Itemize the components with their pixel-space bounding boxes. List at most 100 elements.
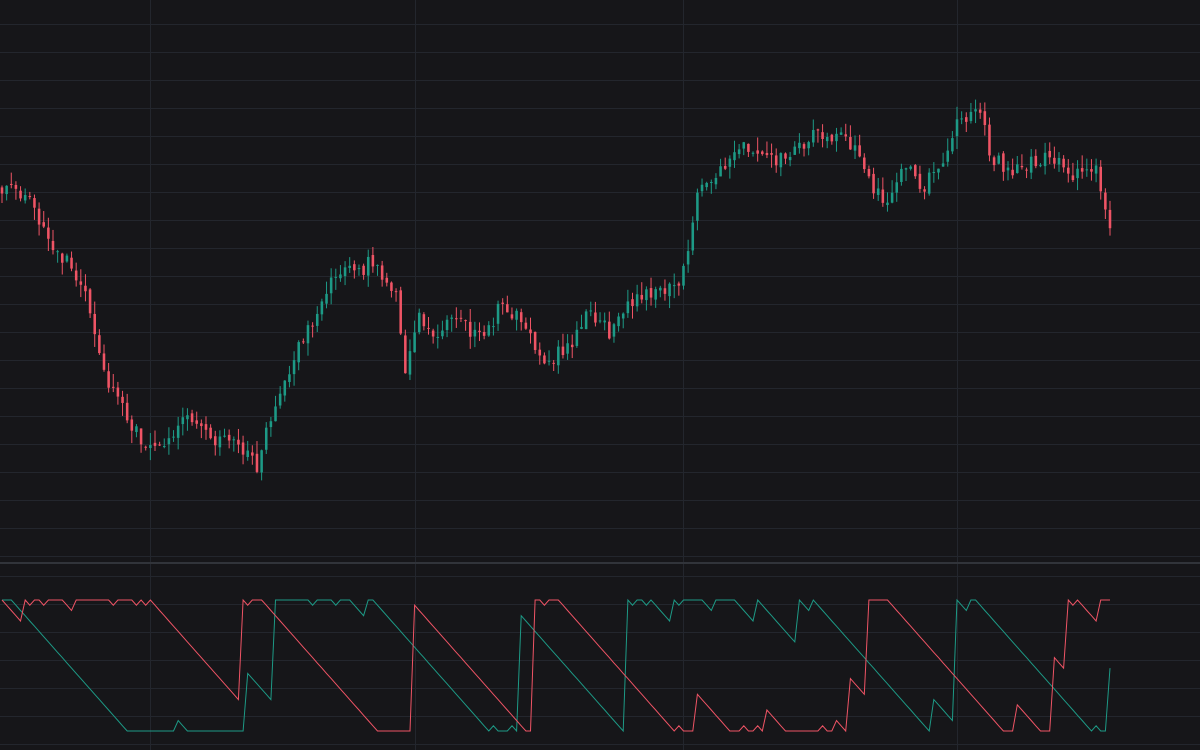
- candle-body: [0, 187, 4, 194]
- candle-body: [960, 118, 963, 120]
- candle-body: [42, 222, 45, 227]
- candle-body: [37, 208, 41, 225]
- candle-body: [297, 342, 300, 363]
- candle-body: [125, 402, 129, 421]
- candle-body: [385, 277, 389, 283]
- candle-body: [172, 436, 175, 438]
- candle-body: [830, 134, 834, 142]
- candle-body: [839, 132, 843, 135]
- candle-body: [1011, 169, 1014, 176]
- candle-body: [413, 332, 416, 353]
- candle-body: [918, 173, 922, 189]
- candle-body: [47, 227, 50, 239]
- candle-body: [445, 319, 449, 331]
- candle-body: [654, 289, 657, 300]
- candle-body: [1080, 168, 1084, 172]
- oscillator-down-line: [1, 598, 1110, 733]
- candle-body: [617, 316, 620, 327]
- candle-body: [84, 285, 87, 292]
- candle-body: [1071, 175, 1075, 181]
- candle-body: [441, 330, 444, 337]
- candle-body: [139, 428, 143, 445]
- candle-body: [1039, 165, 1042, 167]
- candle-body: [575, 329, 579, 346]
- candle-body: [867, 169, 871, 177]
- candle-body: [404, 335, 407, 374]
- candle-body: [951, 138, 954, 152]
- candle-body: [992, 157, 996, 166]
- candle-body: [1104, 192, 1107, 210]
- candle-body: [506, 304, 509, 313]
- candle-body: [890, 192, 894, 203]
- candle-body: [691, 222, 695, 251]
- candle-body: [60, 253, 64, 263]
- candle-body: [107, 371, 110, 388]
- candle-body: [955, 119, 959, 137]
- candle-body: [668, 283, 671, 297]
- candle-body: [774, 155, 778, 166]
- candle-body: [793, 146, 797, 155]
- candle-body: [802, 144, 806, 149]
- candle-body: [23, 195, 27, 201]
- oscillator-pane[interactable]: [1, 598, 1111, 733]
- candle-body: [886, 202, 889, 206]
- candle-body: [747, 143, 750, 152]
- candle-body: [380, 265, 384, 280]
- candle-body: [306, 325, 310, 344]
- candle-body: [1020, 165, 1024, 168]
- candle-body: [594, 312, 597, 323]
- candle-body: [1053, 157, 1056, 164]
- candle-body: [223, 435, 226, 437]
- candle-body: [320, 301, 324, 315]
- candle-body: [232, 439, 236, 441]
- candle-body: [241, 442, 245, 455]
- candle-body: [983, 111, 987, 126]
- candle-body: [362, 265, 365, 275]
- candle-body: [904, 168, 908, 170]
- candle-body: [158, 444, 161, 446]
- oscillator-up-line: [2, 598, 1111, 733]
- candle-body: [1099, 166, 1103, 192]
- candle-body: [1090, 169, 1093, 172]
- candle-body: [28, 196, 32, 198]
- candle-body: [1016, 164, 1019, 174]
- candle-body: [455, 318, 458, 320]
- candle-body: [723, 166, 727, 169]
- candle-body: [649, 288, 653, 298]
- candle-body: [825, 136, 829, 142]
- candle-body: [552, 362, 555, 364]
- candle-body: [79, 281, 83, 285]
- candle-body: [798, 142, 801, 149]
- candle-body: [366, 256, 370, 276]
- candle-body: [9, 183, 13, 185]
- candle-body: [329, 277, 333, 294]
- candle-body: [1002, 153, 1005, 172]
- candle-body: [399, 290, 402, 334]
- candle-body: [51, 240, 55, 251]
- candle-body: [65, 255, 69, 262]
- candle-body: [371, 255, 375, 267]
- candle-body: [302, 341, 305, 343]
- candle-body: [946, 150, 950, 162]
- candle-body: [557, 346, 560, 366]
- candle-body: [742, 142, 746, 149]
- candle-body: [1085, 169, 1089, 171]
- candle-body: [988, 124, 991, 156]
- candle-body: [260, 450, 263, 473]
- candle-body: [696, 192, 699, 221]
- candle-body: [584, 311, 588, 330]
- candle-body: [246, 450, 249, 458]
- candle-body: [116, 387, 120, 397]
- candle-body: [269, 421, 273, 428]
- candle-body: [941, 163, 945, 167]
- candle-body: [932, 171, 936, 173]
- price-pane[interactable]: [0, 99, 1112, 481]
- candle-body: [784, 153, 787, 159]
- candle-body: [853, 145, 857, 151]
- candle-body: [167, 438, 171, 445]
- candle-body: [756, 150, 759, 154]
- candle-body: [728, 158, 732, 167]
- candle-body: [186, 415, 189, 420]
